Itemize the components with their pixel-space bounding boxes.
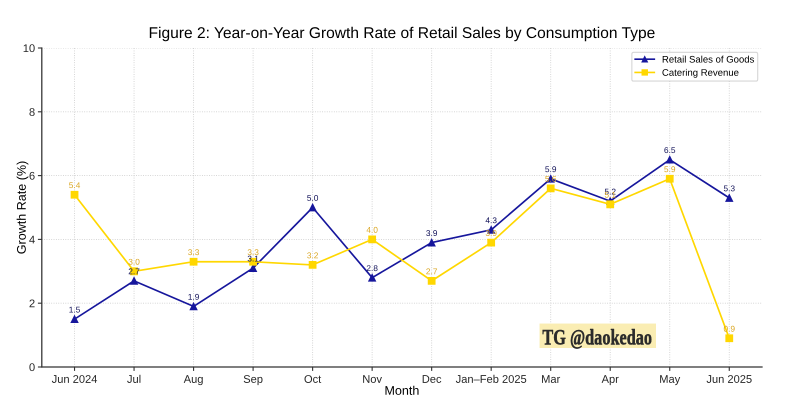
- svg-text:TG @daokedao: TG @daokedao: [542, 326, 652, 350]
